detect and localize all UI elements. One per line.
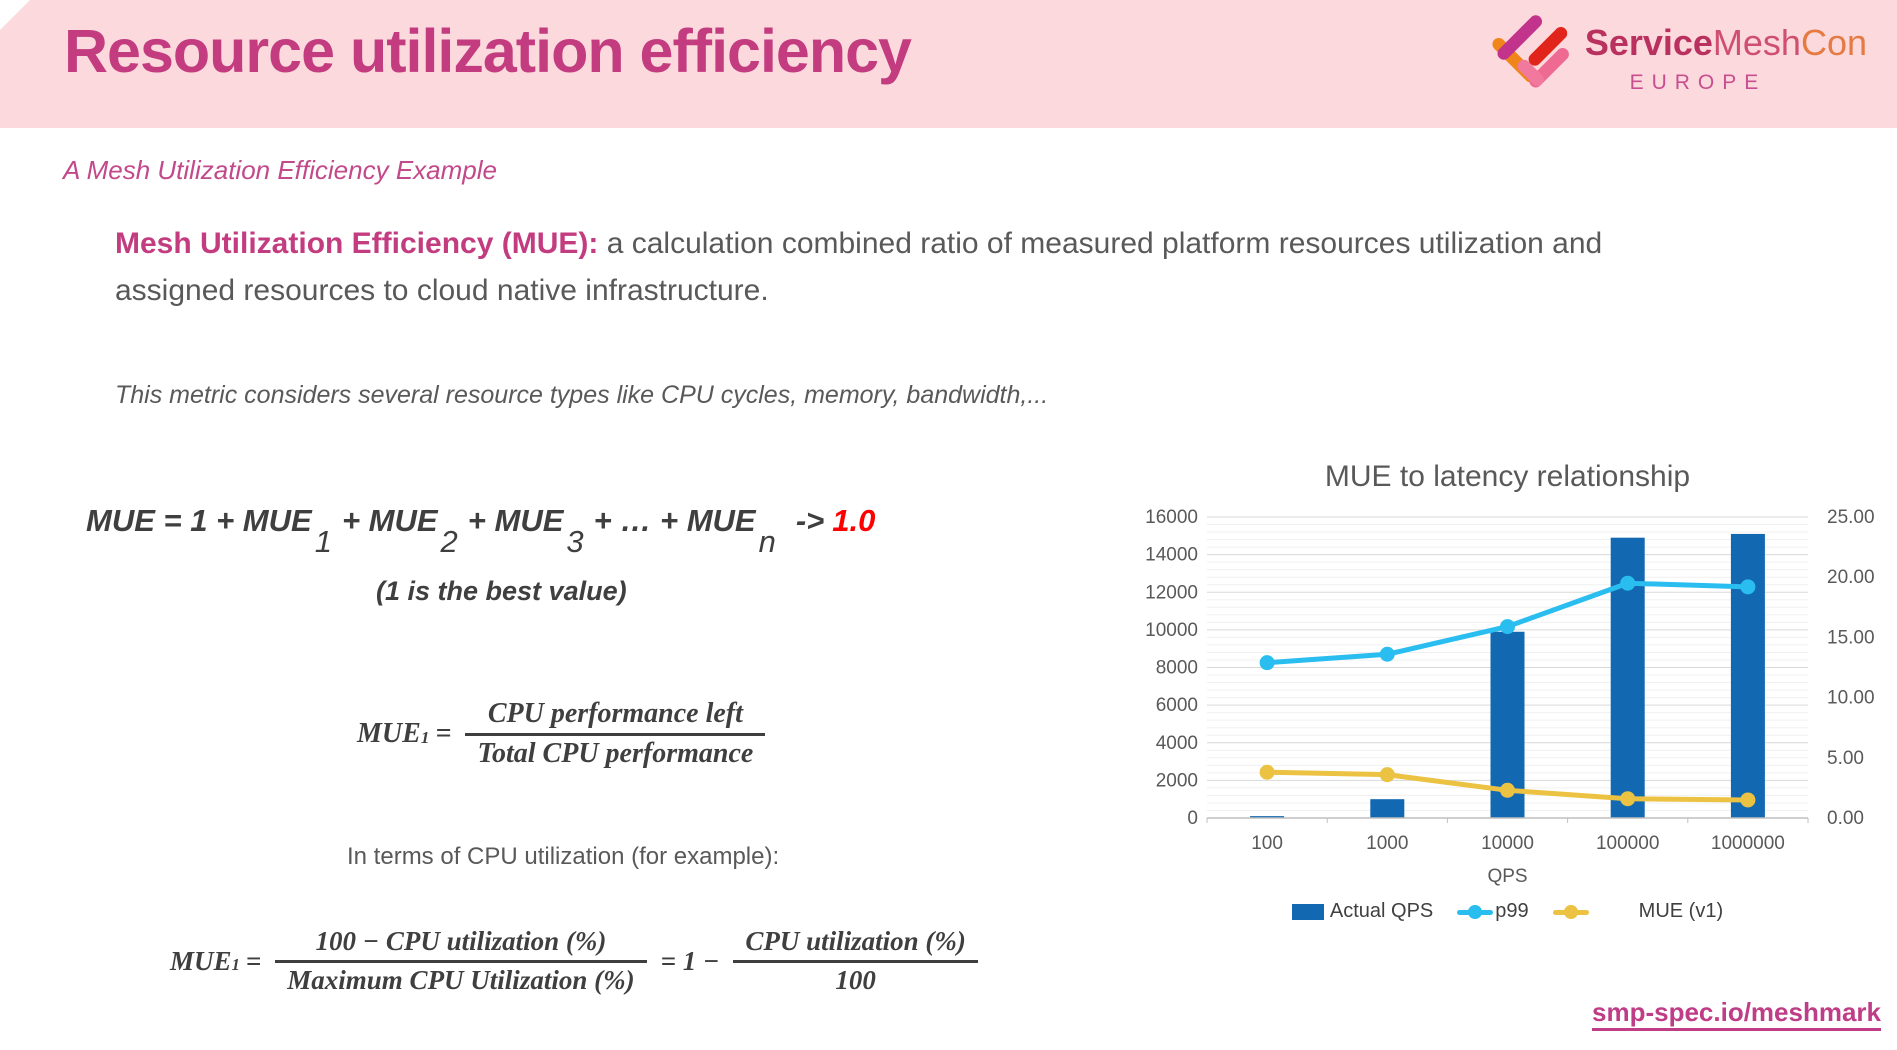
right-axis-tick-label: 25.00 (1827, 507, 1875, 528)
right-axis-tick-label: 10.00 (1827, 688, 1875, 709)
x-axis-category-label: 100 (1251, 833, 1283, 854)
right-axis-tick-label: 20.00 (1827, 567, 1875, 588)
legend-item-MUE (v1): MUE (v1) (1552, 900, 1724, 923)
point-MUE (v1)-1000 (1379, 767, 1395, 783)
x-axis-category-label: 1000000 (1711, 833, 1785, 854)
meshmark-link[interactable]: smp-spec.io/meshmark (1592, 997, 1882, 1031)
mue-sum-formula: MUE = 1 + MUE1+ MUE2+ MUE3+ … + MUEn-> 1.… (86, 503, 876, 559)
point-MUE (v1)-10000 (1500, 782, 1515, 798)
left-axis-tick-label: 0 (1187, 808, 1198, 829)
corner-notch (0, 0, 30, 30)
x-axis-category-label: 1000 (1366, 833, 1408, 854)
bar-1000000 (1730, 533, 1765, 818)
header-band: Resource utilization efficiency ServiceM… (0, 0, 1897, 128)
subtitle: A Mesh Utilization Efficiency Example (63, 155, 497, 185)
bar-1000 (1370, 799, 1405, 818)
slide-title: Resource utilization efficiency (64, 17, 912, 85)
point-MUE (v1)-100 (1259, 764, 1275, 780)
right-axis-tick-label: 15.00 (1827, 627, 1875, 648)
fraction: 100 − CPU utilization (%) Maximum CPU Ut… (275, 926, 647, 996)
point-p99-1000000 (1740, 579, 1756, 595)
legend-item-Actual QPS: Actual QPS (1291, 900, 1434, 923)
brand-logo: ServiceMeshCon EUROPE (1487, 10, 1867, 102)
resource-types-note: This metric considers several resource t… (115, 381, 1049, 409)
brand-part-con: Con (1800, 22, 1867, 63)
brand-part-service: Service (1584, 22, 1713, 63)
chart-plot-area: 0 2000 4000 6000 8000 10000 12000 14000 16000 0.0… (1145, 507, 1875, 887)
point-p99-1000 (1379, 646, 1395, 662)
left-axis-tick-label: 2000 (1156, 770, 1198, 791)
right-axis-tick-label: 0.00 (1827, 808, 1864, 829)
left-axis-tick-label: 12000 (1145, 582, 1198, 603)
formula-target-value: 1.0 (832, 503, 876, 538)
formula-annotation: (1 is the best value) (376, 576, 627, 606)
left-axis-tick-label: 16000 (1145, 507, 1198, 528)
point-MUE (v1)-100000 (1620, 791, 1636, 807)
x-axis-category-label: 100000 (1596, 833, 1659, 854)
chart-title: MUE to latency relationship (1324, 460, 1691, 493)
cpu-utilization-note: In terms of CPU utilization (for example… (347, 843, 780, 870)
formula-arrow: -> (795, 503, 825, 538)
left-axis-tick-label: 14000 (1145, 545, 1198, 566)
legend-line-marker (1552, 904, 1589, 920)
right-axis-tick-label: 5.00 (1827, 748, 1864, 769)
mue-latency-chart: MUE to latency relationship 0 2000 4000 600… (1125, 452, 1897, 997)
fraction: CPU performance left Total CPU performan… (465, 698, 766, 770)
servicemeshcon-weave-icon (1492, 15, 1569, 88)
intro-paragraph: Mesh Utilization Efficiency (MUE): a cal… (115, 220, 1660, 314)
utilization-formula: MUE 1 = 100 − CPU utilization (%) Maximum… (170, 926, 986, 996)
left-axis-tick-label: 6000 (1156, 695, 1198, 716)
legend-label: MUE (v1) (1638, 900, 1724, 922)
left-axis-tick-label: 8000 (1156, 658, 1198, 679)
fraction: CPU utilization (%) 100 (733, 926, 978, 996)
left-axis-tick-label: 4000 (1156, 733, 1198, 754)
legend-label: p99 (1495, 900, 1529, 922)
intro-lead: Mesh Utilization Efficiency (MUE): (115, 227, 599, 260)
point-p99-100 (1259, 655, 1275, 671)
legend-swatch (1291, 903, 1324, 920)
legend-item-p99: p99 (1457, 900, 1529, 923)
cpu-fraction-formula: MUE 1 = CPU performance left Total CPU pe… (357, 698, 773, 770)
brand-part-mesh: Mesh (1712, 22, 1801, 63)
chart-legend: Actual QPS p99 MUE (v1) (1207, 900, 1808, 923)
left-axis-tick-label: 10000 (1145, 620, 1198, 641)
brand-region: EUROPE (1629, 71, 1767, 94)
legend-label: Actual QPS (1329, 900, 1434, 922)
intro-rest: a calculation combined ratio of measured… (115, 227, 1603, 307)
x-axis-title: QPS (1487, 866, 1527, 887)
point-MUE (v1)-1000000 (1740, 792, 1756, 808)
x-axis-category-label: 10000 (1481, 833, 1534, 854)
point-p99-10000 (1500, 619, 1515, 635)
brand-name: ServiceMeshCon (1585, 24, 1867, 62)
formula-lhs: MUE (86, 503, 155, 538)
legend-line-marker (1457, 904, 1494, 920)
point-p99-100000 (1620, 575, 1636, 591)
bar-100 (1250, 816, 1285, 818)
brand-text: ServiceMeshCon EUROPE (1585, 24, 1867, 95)
